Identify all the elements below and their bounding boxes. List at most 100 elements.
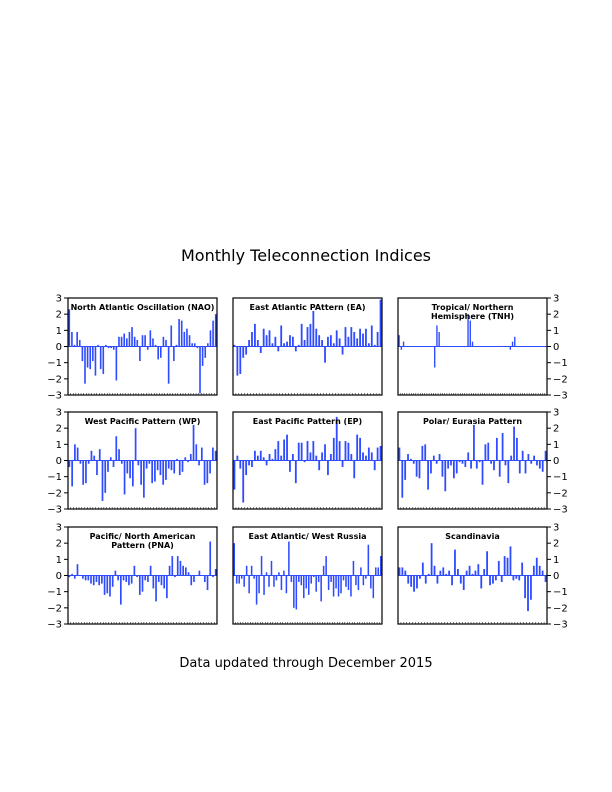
- bar: [193, 343, 196, 347]
- y-tick-label: 0: [56, 571, 62, 582]
- bar: [265, 572, 268, 576]
- bar: [176, 556, 179, 576]
- bar: [532, 565, 535, 576]
- bar: [71, 460, 73, 487]
- bar: [379, 299, 382, 347]
- bar: [245, 565, 248, 576]
- bar: [461, 460, 464, 464]
- bar: [438, 454, 441, 461]
- bar: [129, 460, 131, 479]
- bar: [497, 560, 500, 576]
- bar: [176, 458, 178, 461]
- bar: [350, 327, 353, 347]
- bar: [312, 441, 315, 461]
- bar: [291, 336, 294, 347]
- bar: [190, 575, 193, 586]
- y-tick-label: 2: [56, 539, 62, 550]
- bar: [138, 575, 141, 595]
- bar: [178, 460, 181, 476]
- bar: [118, 336, 120, 347]
- bar: [412, 460, 415, 464]
- bar: [356, 338, 359, 347]
- bar: [401, 460, 404, 498]
- bar: [99, 346, 102, 370]
- bar: [174, 575, 176, 578]
- bar: [179, 560, 182, 576]
- bar: [353, 331, 356, 347]
- y-tick-label: −2: [553, 374, 568, 385]
- bar: [191, 343, 193, 347]
- bar: [436, 325, 438, 347]
- bar: [379, 445, 382, 461]
- bar: [375, 567, 377, 576]
- bar: [93, 455, 96, 461]
- panel-frame: [232, 297, 383, 396]
- bar: [309, 452, 312, 461]
- bar: [76, 331, 78, 347]
- bar: [370, 575, 372, 589]
- bar: [515, 575, 518, 579]
- bar: [111, 575, 114, 587]
- bar: [112, 460, 115, 467]
- bar: [98, 575, 100, 586]
- bar: [518, 575, 521, 581]
- bar: [509, 346, 511, 350]
- bar: [256, 455, 259, 461]
- bar: [283, 570, 285, 576]
- bar: [436, 575, 439, 584]
- panel-title: West Pacific Pattern (WP): [85, 417, 201, 426]
- y-tick-label: 2: [553, 424, 559, 435]
- bar: [360, 567, 362, 576]
- bar: [283, 343, 286, 347]
- bar: [518, 460, 521, 474]
- bar: [180, 320, 183, 347]
- bar: [486, 551, 489, 576]
- bar: [170, 325, 173, 347]
- bar: [71, 573, 73, 576]
- bar: [344, 441, 347, 461]
- bar: [265, 460, 268, 466]
- bar: [199, 346, 201, 394]
- bar: [274, 336, 277, 347]
- y-tick-label: −2: [47, 603, 62, 614]
- bar: [115, 436, 118, 461]
- bar: [280, 455, 283, 461]
- bar: [347, 575, 350, 591]
- bar: [239, 346, 242, 374]
- y-tick-label: −2: [47, 488, 62, 499]
- bar: [140, 460, 142, 485]
- bar: [536, 460, 538, 466]
- bar: [286, 434, 288, 461]
- bar: [489, 575, 491, 586]
- panel-title: Pacific/ North American: [90, 532, 196, 541]
- bar: [347, 336, 350, 347]
- bar: [373, 344, 376, 347]
- bar: [107, 460, 109, 472]
- bar: [524, 460, 527, 474]
- bar: [85, 460, 87, 484]
- bar: [144, 335, 146, 347]
- bar: [109, 457, 112, 461]
- bar: [109, 575, 111, 597]
- bar: [193, 575, 195, 582]
- bar: [271, 458, 274, 461]
- bar: [480, 575, 483, 589]
- bar: [324, 346, 326, 363]
- y-tick-label: 2: [56, 310, 62, 321]
- bar: [104, 460, 107, 493]
- bar: [209, 541, 212, 576]
- bar: [362, 333, 364, 347]
- panel-title: East Atlantic PAttern (EA): [250, 303, 366, 312]
- bar: [530, 575, 532, 600]
- y-tick-label: 1: [56, 326, 62, 337]
- bar: [357, 575, 360, 591]
- bar: [338, 441, 341, 461]
- bar: [370, 452, 373, 461]
- bar: [337, 575, 340, 597]
- bar: [168, 565, 171, 576]
- bar: [318, 335, 321, 347]
- y-tick-label: 1: [553, 555, 559, 566]
- bar: [90, 450, 93, 461]
- bar: [152, 575, 155, 589]
- bar: [243, 575, 245, 587]
